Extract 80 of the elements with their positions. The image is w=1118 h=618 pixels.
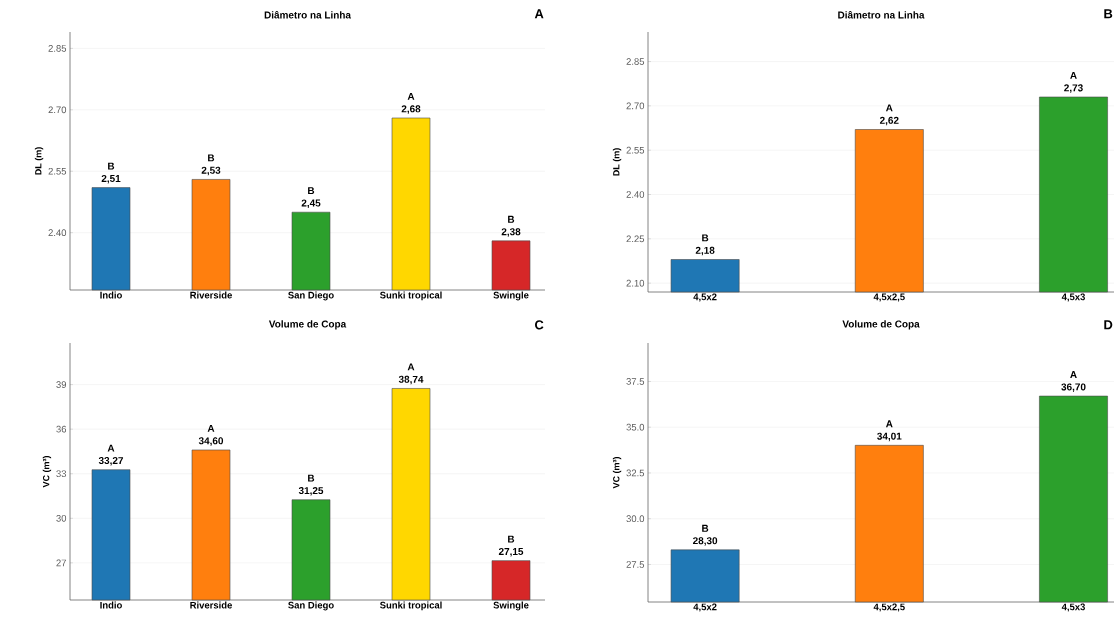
data-label: 2,45	[301, 199, 321, 209]
data-label: 34,01	[877, 432, 902, 442]
x-tick-label: Sunki tropical	[379, 291, 442, 301]
chart-title: Volume de Copa	[268, 320, 347, 330]
y-tick-label: 36	[56, 425, 67, 433]
text: B	[1104, 9, 1113, 19]
data-label: 2,51	[101, 174, 121, 184]
x-tick-label: Swingle	[493, 601, 529, 611]
y-tick-label: 35.0	[626, 423, 645, 431]
y-tick-label: 2.85	[626, 58, 645, 65]
y-tick-label: 2.55	[48, 167, 67, 175]
data-label: 2,53	[201, 166, 221, 176]
data-label: 2,73	[1064, 84, 1083, 93]
annotation: B	[308, 187, 315, 195]
chart-title: Diâmetro na Linha	[264, 10, 352, 19]
x-tick-label: Indio	[100, 601, 122, 609]
data-label: 31,25	[298, 487, 324, 496]
data-label: 27,15	[498, 547, 524, 557]
x-tick-label: Riverside	[190, 601, 232, 609]
x-tick-label: 4,5x2,5	[873, 603, 905, 612]
annotation: B	[508, 215, 515, 223]
y-tick-label: 2.55	[626, 146, 645, 154]
y-axis-title: VC (m³)	[42, 456, 52, 488]
x-tick-label: 4,5x2	[693, 603, 717, 612]
annotation: A	[407, 363, 415, 371]
annotation: A	[1070, 371, 1077, 378]
y-tick-label: 39	[56, 381, 67, 388]
annotation: B	[702, 524, 709, 532]
text: D	[1104, 320, 1113, 330]
annotation: A	[207, 424, 215, 432]
x-tick-label: Sunki tropical	[379, 601, 442, 611]
y-tick-label: 27	[56, 559, 67, 567]
y-tick-label: 32.5	[626, 469, 645, 477]
annotation: B	[702, 234, 709, 242]
data-label: 34,60	[198, 437, 224, 446]
annotation: B	[508, 535, 515, 543]
annotation: A	[885, 420, 893, 428]
chart-title: Volume de Copa	[842, 320, 920, 330]
y-tick-label: 2.25	[626, 235, 645, 243]
data-label: 2,18	[695, 246, 715, 256]
data-label: 33,27	[98, 457, 124, 466]
data-label: 2,62	[879, 116, 899, 126]
y-tick-label: 2.85	[48, 45, 67, 52]
annotation: A	[1070, 72, 1077, 79]
y-tick-label: 30	[56, 514, 67, 522]
y-tick-label: 2.70	[48, 106, 67, 114]
x-tick-label: Riverside	[190, 291, 232, 299]
data-label: 2,68	[401, 105, 421, 114]
data-label: 36,70	[1061, 383, 1086, 392]
x-tick-label: 4,5x3	[1061, 603, 1085, 612]
y-tick-label: 30.0	[626, 515, 645, 523]
x-tick-label: San Diego	[288, 601, 334, 611]
x-tick-label: 4,5x3	[1061, 293, 1085, 302]
annotation: A	[107, 444, 115, 452]
y-tick-label: 2.10	[626, 279, 645, 287]
data-label: 28,30	[692, 537, 718, 546]
annotation: B	[208, 154, 215, 162]
annotation: B	[108, 162, 115, 170]
y-axis-title: DL (m)	[612, 148, 622, 176]
y-tick-label: 2.40	[626, 191, 645, 198]
x-tick-label: Swingle	[493, 291, 529, 301]
data-label: 38,74	[398, 375, 424, 385]
y-tick-label: 2.40	[48, 229, 67, 237]
x-tick-label: San Diego	[288, 291, 334, 301]
y-tick-label: 37.5	[626, 378, 645, 385]
annotation: A	[407, 93, 415, 100]
annotation: A	[885, 104, 893, 112]
text: C	[534, 320, 544, 330]
y-tick-label: 33	[56, 470, 67, 478]
chart-title: Diâmetro na Linha	[838, 10, 925, 19]
text: A	[534, 9, 544, 19]
annotation: B	[308, 474, 315, 482]
y-axis-title: VC (m³)	[612, 457, 622, 489]
data-label: 2,38	[501, 228, 521, 237]
y-axis-title: DL (m)	[34, 147, 44, 175]
x-tick-label: 4,5x2	[693, 293, 717, 302]
y-tick-label: 27.5	[626, 561, 645, 568]
x-tick-label: 4,5x2,5	[873, 293, 905, 302]
y-tick-label: 2.70	[626, 102, 645, 110]
x-tick-label: Indio	[100, 291, 122, 299]
